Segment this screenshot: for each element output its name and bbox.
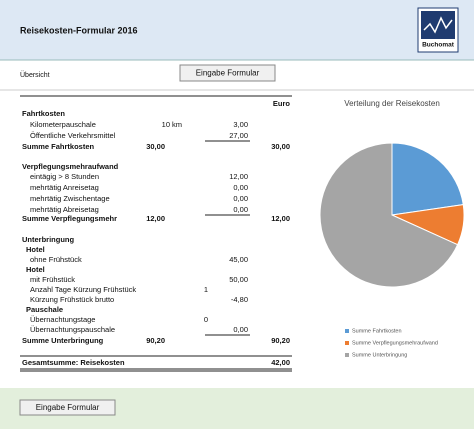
row-label: mehrtätig Abreisetag bbox=[30, 205, 99, 214]
row-amount: 50,00 bbox=[229, 275, 248, 284]
legend-swatch bbox=[345, 341, 349, 345]
legend-label: Summe Unterbringung bbox=[352, 352, 407, 358]
row-label: Übernachtungstage bbox=[30, 315, 95, 324]
row-subtotal: 12,00 bbox=[146, 214, 165, 223]
row-label: Summe Verpflegungsmehr bbox=[22, 214, 117, 223]
row-subtotal: 90,20 bbox=[146, 336, 165, 345]
row-amount: 0,00 bbox=[233, 194, 248, 203]
row-amount: 45,00 bbox=[229, 255, 248, 264]
title: Reisekosten-Formular 2016 bbox=[20, 25, 138, 35]
logo-text: Buchomat bbox=[422, 42, 455, 49]
row-label: Anzahl Tage Kürzung Frühstück bbox=[30, 285, 136, 294]
row-label: Verpflegungsmehraufwand bbox=[22, 162, 119, 171]
grand-total-value: 42,00 bbox=[271, 358, 290, 367]
row-amount: 0,00 bbox=[233, 325, 248, 334]
row-label: Kürzung Frühstück brutto bbox=[30, 295, 114, 304]
row-label: Summe Unterbringung bbox=[22, 336, 104, 345]
legend-swatch bbox=[345, 329, 349, 333]
row-label: mit Frühstück bbox=[30, 275, 75, 284]
row-amount: 0,00 bbox=[233, 205, 248, 214]
currency-header: Euro bbox=[273, 99, 291, 108]
row-label: eintägig > 8 Stunden bbox=[30, 172, 99, 181]
chart-title: Verteilung der Reisekosten bbox=[344, 99, 440, 108]
button-label: Eingabe Formular bbox=[196, 69, 260, 78]
row-label: Hotel bbox=[26, 245, 45, 254]
row-amount: 3,00 bbox=[233, 120, 248, 129]
row-label: mehrtätig Zwischentage bbox=[30, 194, 110, 203]
row-label: Summe Fahrtkosten bbox=[22, 142, 95, 151]
row-amount: 0,00 bbox=[233, 183, 248, 192]
row-label: Pauschale bbox=[26, 305, 63, 314]
row-total: 90,20 bbox=[271, 336, 290, 345]
row-qty: 0 bbox=[204, 315, 208, 324]
section-label: Übersicht bbox=[20, 71, 50, 79]
header-band bbox=[0, 0, 474, 60]
button-label: Eingabe Formular bbox=[36, 403, 100, 412]
row-amount: 27,00 bbox=[229, 131, 248, 140]
row-subtotal: 30,00 bbox=[146, 142, 165, 151]
row-amount: -4,80 bbox=[231, 295, 248, 304]
row-label: ohne Frühstück bbox=[30, 255, 82, 264]
row-label: Kilometerpauschale bbox=[30, 120, 96, 129]
row-label: Fahrtkosten bbox=[22, 109, 65, 118]
row-qty: 1 bbox=[204, 285, 208, 294]
legend-label: Summe Verpflegungsmehraufwand bbox=[352, 340, 438, 346]
row-label: Unterbringung bbox=[22, 235, 74, 244]
row-total: 12,00 bbox=[271, 214, 290, 223]
row-label: Hotel bbox=[26, 265, 45, 274]
row-label: mehrtätig Anreisetag bbox=[30, 183, 99, 192]
row-amount: 12,00 bbox=[229, 172, 248, 181]
grand-total-label: Gesamtsumme: Reisekosten bbox=[22, 358, 125, 367]
row-unit: km bbox=[172, 120, 182, 129]
row-total: 30,00 bbox=[271, 142, 290, 151]
legend-swatch bbox=[345, 353, 349, 357]
row-qty: 10 bbox=[162, 120, 170, 129]
pie-chart: Verteilung der Reisekosten Summe Fahrtko… bbox=[319, 99, 465, 358]
row-label: Übernachtungspauschale bbox=[30, 325, 115, 334]
pie-slice bbox=[391, 142, 464, 216]
button[interactable] bbox=[179, 64, 276, 82]
pie-slice bbox=[319, 142, 459, 288]
legend-label: Summe Fahrtkosten bbox=[352, 328, 402, 334]
row-label: Öffentliche Verkehrsmittel bbox=[30, 131, 116, 140]
logo-graph bbox=[423, 16, 453, 34]
button[interactable] bbox=[19, 399, 116, 416]
